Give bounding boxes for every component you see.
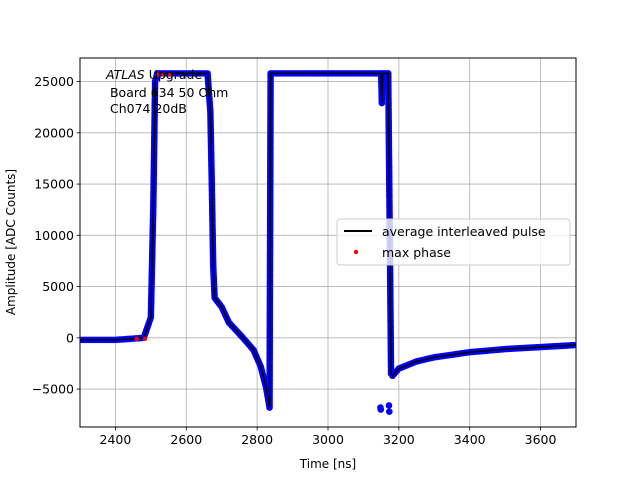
max-phase-point <box>155 72 160 77</box>
svg-text:ATLAS Upgrade: ATLAS Upgrade <box>105 67 202 82</box>
y-tick-label: 0 <box>66 330 74 345</box>
y-tick-label: 15000 <box>34 177 74 192</box>
sample-point <box>385 402 393 409</box>
max-phase-point <box>168 72 173 77</box>
average-pulse-curve <box>80 72 576 408</box>
x-tick-label: 3600 <box>525 432 557 447</box>
x-tick-label: 2600 <box>170 432 202 447</box>
y-axis: −5000 0 5000 10000 15000 20000 25000 <box>32 74 80 397</box>
y-tick-label: −5000 <box>32 382 74 397</box>
x-tick-label: 3400 <box>454 432 486 447</box>
sample-point <box>385 408 393 415</box>
x-tick-label: 2800 <box>241 432 273 447</box>
max-phase-point <box>142 336 148 342</box>
annotation-channel: Ch074 20dB <box>106 101 187 116</box>
annotation: ATLAS Upgrade Board 634 50 Ohm Ch074 20d… <box>105 67 228 116</box>
average-pulse-line <box>80 72 576 408</box>
legend: average interleaved pulse max phase <box>336 218 571 266</box>
legend-marker-swatch <box>353 249 359 255</box>
x-axis-label: Time [ns] <box>299 457 356 471</box>
sample-point <box>377 406 385 413</box>
y-tick-label: 5000 <box>42 279 74 294</box>
max-phase-point <box>161 72 166 77</box>
y-tick-label: 10000 <box>34 228 74 243</box>
x-axis: 2400 2600 2800 3000 3200 3400 3600 <box>100 427 557 447</box>
annotation-atlas: ATLAS <box>105 67 145 82</box>
max-phase-point <box>134 336 139 342</box>
annotation-board: Board 634 50 Ohm <box>106 85 228 100</box>
x-tick-label: 3200 <box>383 432 415 447</box>
y-axis-label: Amplitude [ADC Counts] <box>4 169 18 315</box>
legend-label-average: average interleaved pulse <box>382 224 546 239</box>
annotation-upgrade: Upgrade <box>145 67 203 82</box>
x-tick-label: 3000 <box>312 432 344 447</box>
y-tick-label: 20000 <box>34 125 74 140</box>
legend-label-maxphase: max phase <box>382 245 451 260</box>
x-tick-label: 2400 <box>100 432 132 447</box>
max-phase-markers <box>134 72 173 342</box>
y-tick-label: 25000 <box>34 74 74 89</box>
legend-frame <box>336 218 571 266</box>
